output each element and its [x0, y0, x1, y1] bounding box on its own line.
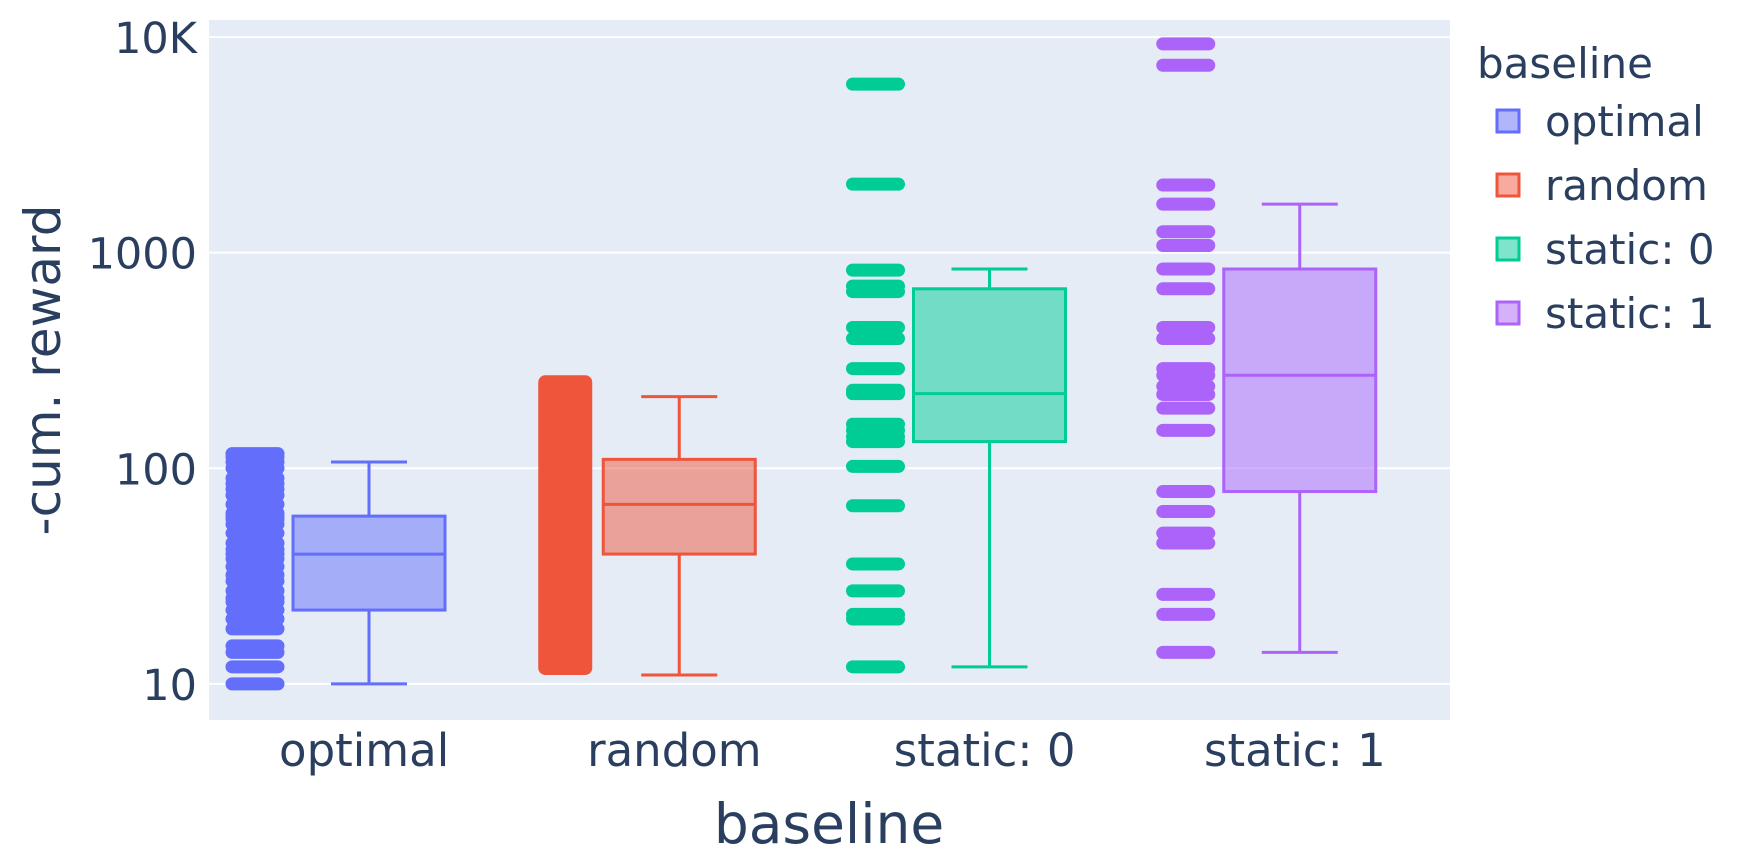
- legend-item: static: 1: [1495, 289, 1715, 338]
- y-tick-label: 10: [142, 661, 197, 711]
- legend-label: static: 1: [1545, 289, 1715, 338]
- legend-label: optimal: [1545, 97, 1704, 146]
- box-plots: [225, 37, 1378, 691]
- y-axis-title: -cum. reward: [14, 205, 72, 536]
- legend-item: random: [1495, 161, 1708, 210]
- grid-lines: [209, 36, 1450, 685]
- legend-swatch: [1495, 108, 1521, 134]
- y-tick-label: 100: [115, 445, 197, 495]
- x-tick-label: random: [587, 724, 762, 777]
- x-axis: optimal random static: 0 static: 1: [279, 724, 1386, 777]
- legend: baseline optimal random static: 0 static: 1: [1477, 39, 1715, 338]
- series-static-0: [846, 77, 1067, 674]
- y-tick-label: 10K: [114, 14, 199, 64]
- legend-label: random: [1545, 161, 1708, 210]
- series-optimal: [225, 447, 447, 691]
- box-iqr: [912, 287, 1067, 444]
- legend-swatch: [1495, 236, 1521, 262]
- legend-title: baseline: [1477, 39, 1653, 88]
- jitter-points: [538, 375, 593, 675]
- legend-swatch: [1495, 172, 1521, 198]
- y-tick-label: 1000: [88, 230, 197, 280]
- series-static-1: [1156, 37, 1378, 659]
- legend-swatch: [1495, 300, 1521, 326]
- legend-item: static: 0: [1495, 225, 1715, 274]
- box-iqr: [1222, 267, 1378, 494]
- legend-label: static: 0: [1545, 225, 1715, 274]
- x-tick-label: static: 0: [894, 724, 1076, 777]
- box-iqr: [601, 457, 757, 556]
- legend-item: optimal: [1495, 97, 1704, 146]
- x-axis-title: baseline: [714, 792, 944, 852]
- x-tick-label: static: 1: [1204, 724, 1386, 777]
- x-tick-label: optimal: [279, 724, 449, 777]
- y-axis: 10 100 1000 10K: [88, 14, 199, 711]
- series-random: [538, 375, 757, 677]
- box-iqr: [291, 514, 447, 612]
